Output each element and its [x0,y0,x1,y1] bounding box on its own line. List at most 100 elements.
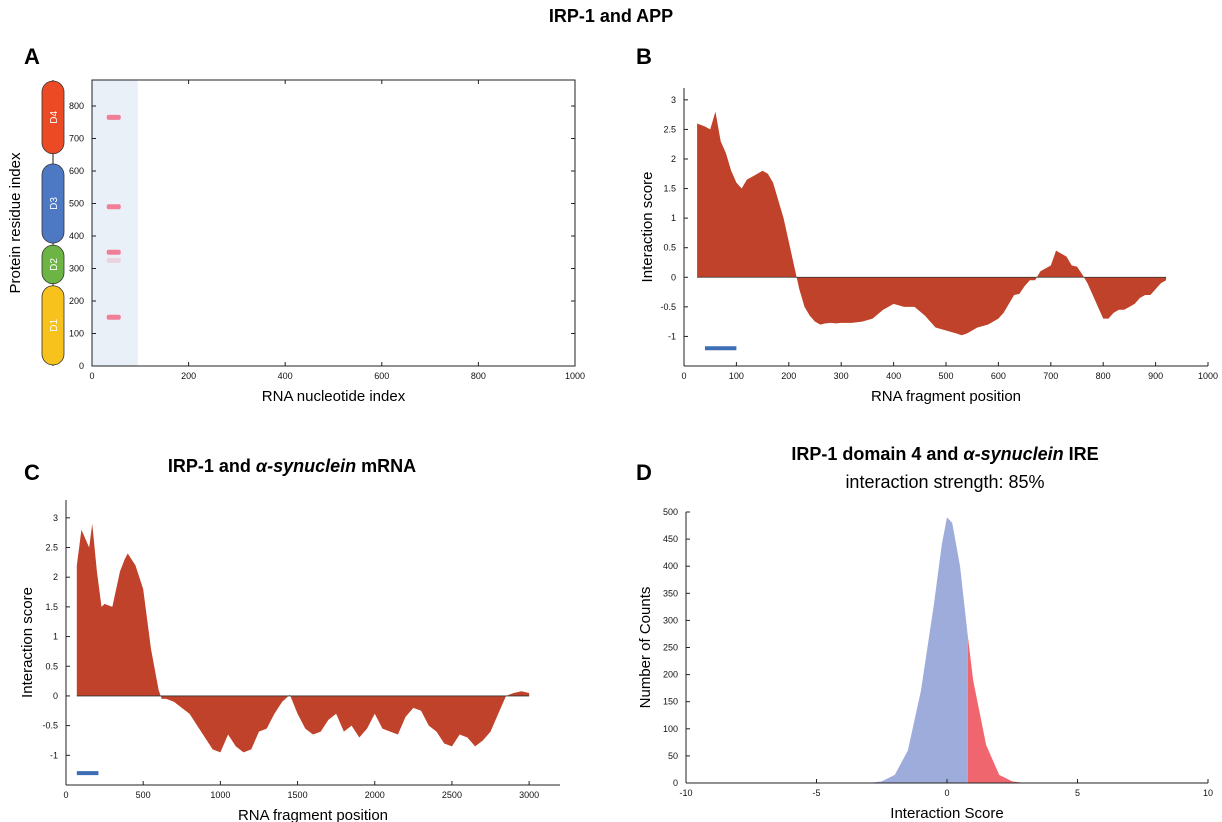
x-tick-label: 600 [374,371,389,381]
y-tick-label: 0 [79,361,84,371]
x-axis-label: RNA nucleotide index [262,388,406,405]
interaction-area [697,111,1167,336]
x-axis-label: RNA fragment position [871,388,1021,405]
y-tick-label: 100 [663,724,678,734]
x-tick-label: 1500 [288,790,308,800]
y-tick-label: 350 [663,588,678,598]
y-tick-label: 200 [663,670,678,680]
panel-d-title: IRP-1 domain 4 and α-synuclein IRE [791,444,1098,464]
chart-d: -10 -5 0 5 10050100150200250300350400450500I… [637,507,1213,822]
y-tick-label: 150 [663,697,678,707]
x-axis-label: RNA fragment position [238,807,388,822]
panel-letter-d: D [636,460,652,485]
x-axis-label: Interaction Score [890,805,1003,822]
chart-b: 0 100 200 300 400 500 600 700 800 900 1000 -1 -0.5 0 0… [639,88,1218,405]
y-tick-label: 250 [663,643,678,653]
y-tick-label: 0 [53,691,58,701]
x-tick-label: 0 [944,788,949,798]
x-tick-label: 10 [1203,788,1213,798]
y-tick-label: 800 [69,101,84,111]
y-tick-label: 1 [53,632,58,642]
y-tick-label: 2 [53,572,58,582]
y-tick-label: 0.5 [663,243,676,253]
panel-letter-c: C [24,460,40,485]
y-tick-label: 1.5 [663,184,676,194]
interaction-hit [106,257,121,263]
domain-label: D3 [49,197,60,210]
x-tick-label: 3000 [519,790,539,800]
y-tick-label: 500 [663,507,678,517]
domain-d2 [41,244,65,285]
x-tick-label: 5 [1075,788,1080,798]
interaction-hit [106,249,121,255]
x-tick-label: 800 [1096,371,1111,381]
y-tick-label: 0 [673,778,678,788]
y-tick-label: 700 [69,134,84,144]
x-tick-label: 800 [471,371,486,381]
panel-c-title-post: mRNA [356,456,416,476]
y-axis-label: Interaction score [19,587,36,698]
x-tick-label: 1000 [210,790,230,800]
panel-d-title-post: IRE [1064,444,1099,464]
y-tick-label: 500 [69,199,84,209]
highlight-region [92,80,138,366]
panel-letter-a: A [24,44,40,69]
panel-d-title-italic: α-synuclein [963,444,1063,464]
figure-title: IRP-1 and APP [549,6,673,26]
x-tick-label: 500 [136,790,151,800]
y-tick-label: 3 [53,513,58,523]
y-tick-label: 600 [69,166,84,176]
distribution-above-threshold [967,636,1026,783]
panel-d-subtitle: interaction strength: 85% [845,472,1044,492]
interaction-hit [106,114,121,120]
y-tick-label: 2.5 [45,543,58,553]
domain-d4 [41,80,65,155]
x-tick-label: 1000 [1198,371,1218,381]
domain-label: D1 [49,319,60,332]
y-tick-label: 100 [69,329,84,339]
y-tick-label: 0.5 [45,661,58,671]
x-tick-label: 200 [781,371,796,381]
interaction-area [76,523,530,753]
panel-d-title-pre: IRP-1 domain 4 and [791,444,963,464]
x-tick-label: 600 [991,371,1006,381]
domain-label: D4 [49,111,60,124]
y-tick-label: -1 [668,331,676,341]
chart-c: 0 500 1000 1500 2000 2500 3000 -1 -0.5 0 0.5 1 1.5 2 2… [19,500,560,822]
plot-frame [91,79,576,367]
x-tick-label: 0 [681,371,686,381]
y-tick-label: 1.5 [45,602,58,612]
y-tick-label: 200 [69,296,84,306]
x-tick-label: -5 [812,788,820,798]
y-tick-label: 300 [663,615,678,625]
domain-label: D2 [49,258,60,271]
y-tick-label: 50 [668,751,678,761]
interaction-hit [106,314,121,320]
y-tick-label: 450 [663,534,678,544]
y-tick-label: 3 [671,95,676,105]
y-tick-label: -0.5 [660,302,676,312]
x-tick-label: 300 [834,371,849,381]
y-tick-label: 300 [69,264,84,274]
x-tick-label: 2000 [365,790,385,800]
x-tick-label: 100 [729,371,744,381]
panel-c-title: IRP-1 and α-synuclein mRNA [168,456,416,476]
interaction-hit [106,204,121,210]
x-tick-label: 0 [89,371,94,381]
y-tick-label: -0.5 [42,721,58,731]
x-tick-label: 0 [63,790,68,800]
y-tick-label: 2 [671,154,676,164]
y-tick-label: 400 [69,231,84,241]
chart-a: 0 200 400 600 800 1000 0 100 200 300 400 500 600 700 8… [7,79,585,405]
x-tick-label: 2500 [442,790,462,800]
y-axis-label: Number of Counts [637,587,654,709]
x-tick-label: 500 [938,371,953,381]
x-tick-label: 400 [278,371,293,381]
x-tick-label: 200 [181,371,196,381]
y-tick-label: 0 [671,272,676,282]
panel-letter-b: B [636,44,652,69]
y-tick-label: 2.5 [663,124,676,134]
x-tick-label: 400 [886,371,901,381]
x-tick-label: 700 [1043,371,1058,381]
